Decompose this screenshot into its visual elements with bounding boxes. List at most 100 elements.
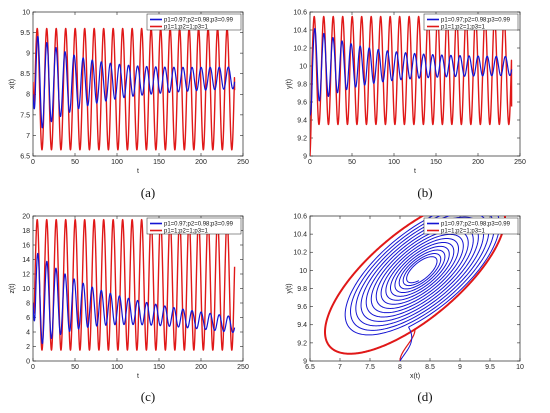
- x-tick-label: 50: [71, 159, 79, 166]
- series-line-fractional-transient: [399, 326, 413, 361]
- legend-box: [146, 217, 242, 235]
- y-tick-label: 9.8: [297, 81, 307, 88]
- y-tick-label: 8: [26, 92, 30, 99]
- y-tick-label: 12: [22, 271, 30, 278]
- y-tick-label: 14: [22, 257, 30, 264]
- y-tick-label: 9.4: [297, 322, 307, 329]
- y-tick-label: 9.2: [297, 135, 307, 142]
- x-tick-label: 10: [516, 364, 524, 371]
- chart-panel-a: 0 50 100 150 200 250 6.5 7 7.5 8 8.5 9 9.5 10 t x(t) (a)…: [9, 9, 249, 200]
- legend-entry: p1=1;p2=1;p3=1: [441, 25, 486, 31]
- x-tick-label: 0: [31, 159, 35, 166]
- plot-area: [310, 15, 513, 156]
- y-tick-label: 7.5: [20, 112, 30, 119]
- chart-panel-b: 0 50 100 150 200 250 9 9.2 9.4 9.6 9.8 10 10.2 10.4 10…: [286, 9, 526, 200]
- series-line-fractional: [310, 27, 513, 116]
- x-tick-label: 0: [31, 364, 35, 371]
- legend-entry: p1=1;p2=1;p3=1: [441, 229, 486, 235]
- series-line-integer: [33, 218, 236, 351]
- x-axis-label: t: [137, 168, 139, 175]
- y-tick-label: 10.2: [293, 45, 307, 52]
- x-tick-label: 7.5: [365, 364, 375, 371]
- x-axis-label: t: [414, 168, 416, 175]
- panel-caption: (c): [141, 389, 155, 404]
- chart-panel-c: 0 50 100 150 200 250 0 2 4 6 8 10 12 14 16 18 20 t z(t) (c)…: [9, 213, 249, 404]
- x-tick-label: 200: [472, 159, 484, 166]
- y-tick-label: 9.8: [297, 286, 307, 293]
- y-tick-label: 6: [26, 315, 30, 322]
- x-axis-label: t: [137, 373, 139, 380]
- y-axis-label: y(t): [286, 283, 293, 293]
- x-axis-label: x(t): [410, 373, 420, 380]
- chart-panel-d: 6.5 7 7.5 8 8.5 9 9.5 10 9 9.2 9.4 9.6 9.8 10 10.2 10.4…: [286, 213, 524, 404]
- series-line-integer: [310, 15, 513, 156]
- y-tick-label: 10.6: [293, 9, 307, 16]
- x-tick-label: 250: [514, 159, 526, 166]
- y-tick-label: 6.5: [20, 153, 30, 160]
- legend-entry: p1=1;p2=1;p3=1: [164, 229, 209, 235]
- y-tick-label: 9.5: [20, 30, 30, 37]
- y-tick-label: 18: [22, 228, 30, 235]
- x-tick-label: 250: [237, 159, 249, 166]
- y-tick-label: 10.2: [293, 250, 307, 257]
- legend-entry: p1=0.97;p2=0.98;p3=0.99: [164, 18, 234, 24]
- x-tick-label: 200: [195, 159, 207, 166]
- x-tick-label: 8.5: [425, 364, 435, 371]
- y-tick-label: 10: [22, 9, 30, 16]
- y-tick-label: 9.4: [297, 117, 307, 124]
- y-tick-label: 9: [303, 153, 307, 160]
- legend-box: [423, 217, 519, 235]
- x-tick-label: 8: [398, 364, 402, 371]
- y-axis-label: y(t): [286, 79, 293, 89]
- y-tick-label: 8: [26, 300, 30, 307]
- x-tick-label: 100: [111, 159, 123, 166]
- y-tick-label: 0: [26, 358, 30, 365]
- series-line-integer-transient: [399, 329, 416, 361]
- y-tick-label: 8.5: [20, 71, 30, 78]
- panel-caption: (d): [417, 389, 432, 404]
- y-tick-label: 10: [22, 286, 30, 293]
- y-tick-label: 9.2: [297, 340, 307, 347]
- y-tick-label: 10.4: [293, 27, 307, 34]
- y-axis-label: x(t): [9, 79, 16, 89]
- legend-entry: p1=0.97;p2=0.98;p3=0.99: [164, 222, 234, 228]
- x-tick-label: 50: [71, 364, 79, 371]
- series-line-fractional: [33, 35, 236, 129]
- series-line-integer: [33, 27, 236, 151]
- legend-box: [423, 13, 519, 31]
- x-tick-label: 200: [195, 364, 207, 371]
- y-tick-label: 10.4: [293, 232, 307, 239]
- x-tick-label: 50: [348, 159, 356, 166]
- x-tick-label: 9: [458, 364, 462, 371]
- x-tick-label: 150: [153, 159, 165, 166]
- y-tick-label: 9.6: [297, 99, 307, 106]
- legend-entry: p1=0.97;p2=0.98;p3=0.99: [441, 222, 511, 228]
- y-tick-label: 9: [26, 51, 30, 58]
- series-line-fractional: [33, 252, 236, 345]
- y-tick-label: 9: [303, 358, 307, 365]
- x-tick-label: 0: [308, 159, 312, 166]
- y-tick-label: 10: [299, 268, 307, 275]
- panel-caption: (b): [417, 185, 432, 200]
- plot-area: [33, 218, 236, 351]
- y-tick-label: 10: [299, 63, 307, 70]
- x-tick-label: 250: [237, 364, 249, 371]
- x-tick-label: 150: [430, 159, 442, 166]
- x-tick-label: 7: [338, 364, 342, 371]
- y-tick-label: 2: [26, 344, 30, 351]
- x-tick-label: 100: [388, 159, 400, 166]
- series-line-integer-cycle: [324, 216, 506, 355]
- y-tick-label: 4: [26, 329, 30, 336]
- x-tick-label: 100: [111, 364, 123, 371]
- y-tick-label: 10.6: [293, 213, 307, 220]
- x-tick-label: 9.5: [485, 364, 495, 371]
- y-tick-label: 7: [26, 133, 30, 140]
- legend-box: [146, 13, 242, 31]
- panel-caption: (a): [141, 185, 155, 200]
- legend-entry: p1=0.97;p2=0.98;p3=0.99: [441, 18, 511, 24]
- y-tick-label: 16: [22, 242, 30, 249]
- y-axis-label: z(t): [9, 283, 16, 293]
- legend-entry: p1=1;p2=1;p3=1: [164, 25, 209, 31]
- x-tick-label: 150: [153, 364, 165, 371]
